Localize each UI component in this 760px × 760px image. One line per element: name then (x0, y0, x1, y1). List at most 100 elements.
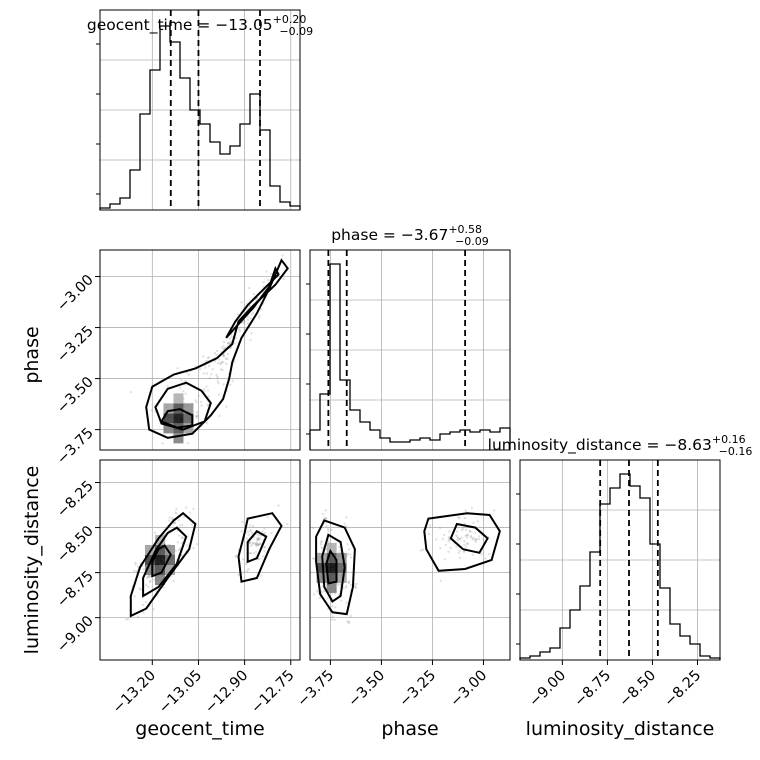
scatter-point (472, 521, 475, 524)
scatter-point (325, 524, 328, 528)
x-tick-label-luminosity_distance: −8.25 (662, 668, 705, 711)
scatter-point (312, 593, 316, 596)
scatter-point (249, 524, 252, 527)
scatter-point (247, 568, 250, 571)
scatter-point (190, 523, 194, 526)
scatter-point (263, 546, 266, 549)
scatter-point (254, 550, 258, 554)
scatter-point (258, 314, 261, 317)
scatter-point (326, 527, 330, 531)
scatter-point (139, 588, 143, 592)
contour-right (423, 512, 501, 572)
density-cell (326, 572, 337, 583)
density-cell (173, 393, 184, 404)
scatter-point (320, 540, 323, 543)
scatter-point (347, 548, 351, 551)
scatter-point (255, 298, 258, 302)
panel-frame (519, 459, 721, 661)
scatter-point (148, 575, 151, 578)
scatter-point (248, 541, 252, 544)
scatter-point (195, 414, 198, 417)
scatter-point (145, 583, 148, 587)
scatter-point (349, 614, 352, 618)
scatter-point (233, 342, 236, 345)
x-tick-label-phase: −3.50 (346, 668, 389, 711)
scatter-point (148, 574, 151, 578)
scatter-point (323, 516, 326, 520)
scatter-point (458, 537, 462, 541)
scatter-point (258, 537, 262, 540)
scatter-point (464, 534, 467, 537)
geocent-time-histogram-panel (96, 9, 301, 211)
panel-frame (309, 459, 511, 661)
scatter-point (456, 536, 460, 540)
scatter-point (456, 538, 459, 542)
scatter-point (448, 538, 451, 542)
scatter-point (468, 530, 471, 533)
scatter-point (180, 378, 183, 382)
scatter-point (132, 569, 136, 573)
scatter-point (340, 599, 343, 602)
density-cell (326, 552, 337, 563)
contour-right (237, 512, 283, 583)
scatter-point (255, 542, 258, 545)
scatter-point (258, 542, 262, 545)
scatter-point (171, 516, 174, 520)
scatter-point (177, 548, 180, 552)
scatter-point (229, 341, 233, 344)
contour-mid2 (154, 381, 212, 431)
scatter-point (197, 394, 200, 397)
scatter-point (282, 277, 285, 281)
scatter-point (172, 579, 175, 583)
density-cell (336, 552, 347, 563)
scatter-point (150, 408, 154, 412)
scatter-point (465, 533, 469, 537)
scatter-point (135, 570, 138, 573)
scatter-point (243, 320, 246, 323)
scatter-point (179, 386, 182, 390)
contour-inner (160, 408, 194, 429)
scatter-point (345, 584, 348, 588)
scatter-point (250, 332, 253, 335)
scatter-point (447, 539, 450, 543)
x-tick-label-luminosity_distance: −8.50 (617, 668, 660, 711)
scatter-point (327, 540, 330, 543)
scatter-point (458, 537, 461, 541)
scatter-point (331, 615, 335, 618)
density-cell (155, 575, 165, 585)
scatter-point (215, 349, 219, 353)
scatter-point (469, 534, 473, 538)
scatter-point (205, 372, 209, 375)
scatter-point (184, 379, 187, 383)
scatter-point (252, 524, 255, 528)
scatter-point (146, 575, 150, 579)
scatter-point (129, 391, 133, 394)
scatter-point (470, 535, 473, 539)
scatter-point (188, 511, 192, 514)
scatter-point (199, 400, 203, 404)
scatter-point (185, 371, 188, 375)
scatter-point (345, 516, 348, 519)
scatter-point (202, 355, 205, 358)
scatter-point (252, 292, 256, 296)
scatter-point (461, 527, 465, 530)
scatter-point (202, 372, 206, 375)
scatter-point (215, 353, 218, 356)
scatter-cloud (129, 254, 289, 445)
scatter-point (252, 552, 255, 555)
density-cell (165, 545, 175, 555)
scatter-point (482, 538, 485, 541)
scatter-point (346, 552, 349, 556)
scatter-point (244, 563, 248, 566)
scatter-point (142, 567, 146, 571)
scatter-point (192, 546, 195, 550)
scatter-point (262, 555, 265, 558)
scatter-point (219, 368, 223, 371)
scatter-point (487, 552, 491, 556)
scatter-point (222, 383, 225, 386)
scatter-point (215, 373, 218, 377)
scatter-point (257, 543, 260, 547)
scatter-point (439, 526, 442, 530)
scatter-point (266, 278, 270, 282)
scatter-point (263, 545, 267, 549)
